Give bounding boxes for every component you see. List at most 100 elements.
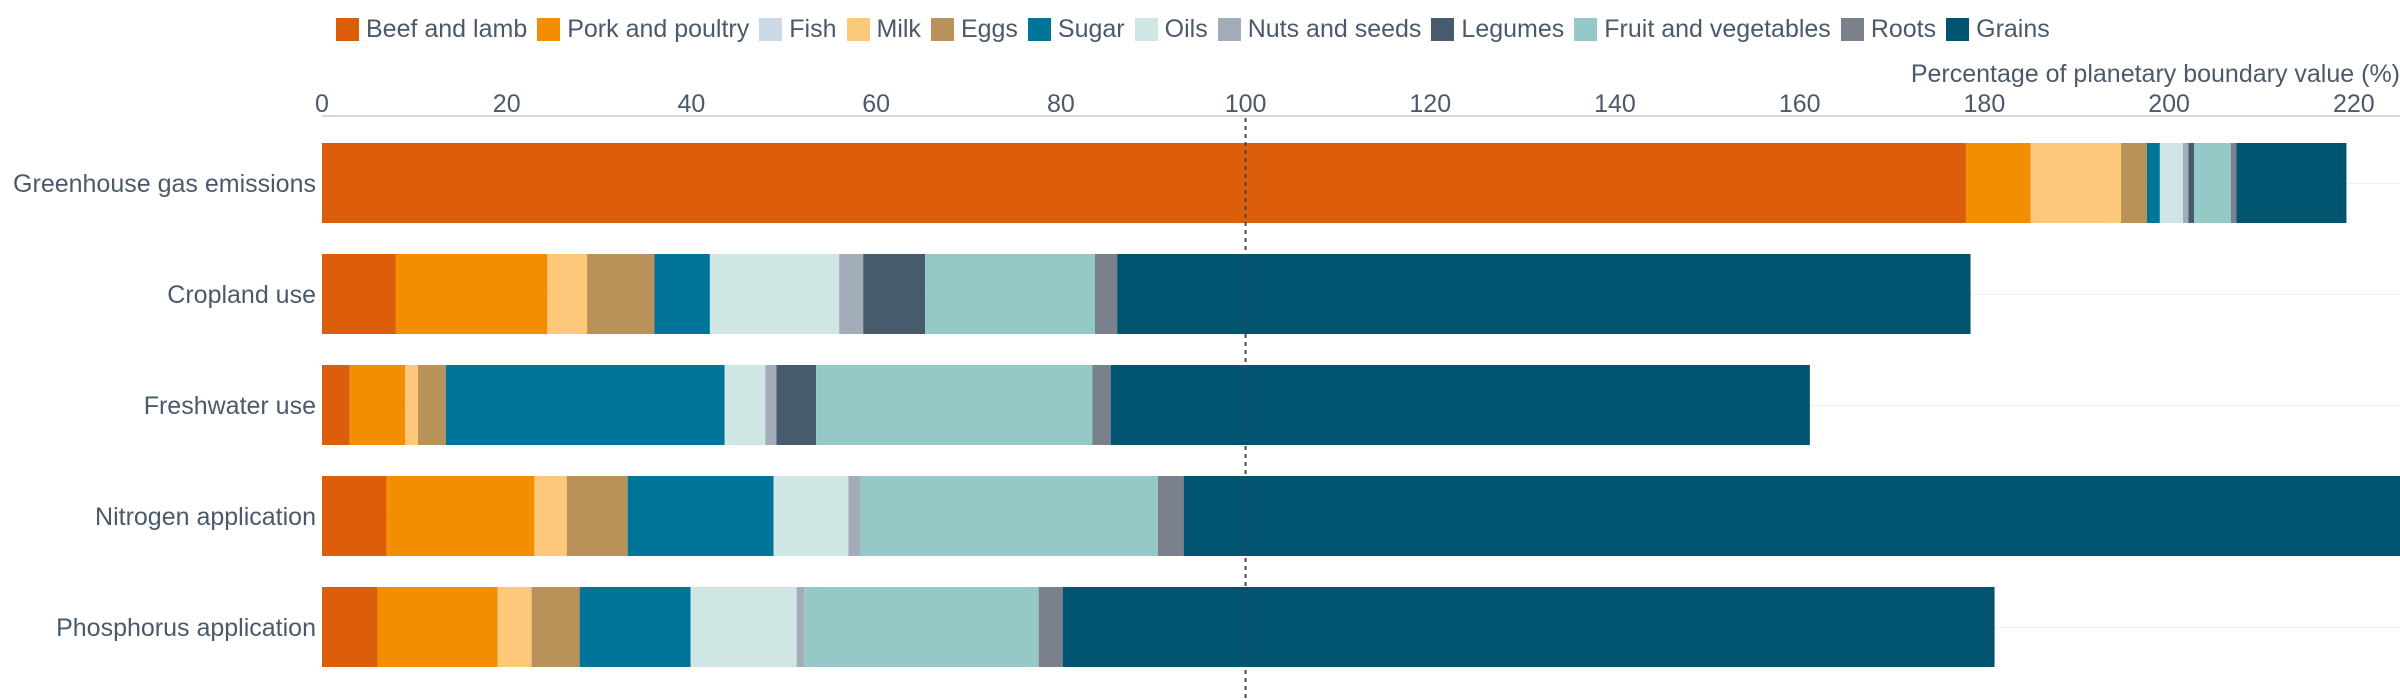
x-tick-label: 20 xyxy=(493,90,521,118)
bar-segment-beef-and-lamb xyxy=(322,476,387,556)
bar-segment-grains xyxy=(2236,143,2347,223)
legend-item-nuts-and-seeds: Nuts and seeds xyxy=(1217,14,1422,44)
category-label: Greenhouse gas emissions xyxy=(13,170,316,198)
x-tick-label: 40 xyxy=(678,90,706,118)
legend-item-legumes: Legumes xyxy=(1431,15,1564,44)
bar-segment-fruit-and-vegetables xyxy=(925,254,1096,334)
x-tick-label: 0 xyxy=(315,90,329,118)
legend-label: Legumes xyxy=(1461,14,1565,43)
legend-item-milk: Milk xyxy=(846,14,921,44)
legend-label: Fish xyxy=(789,14,837,43)
bar-segment-fruit-and-vegetables xyxy=(2194,143,2231,223)
legend-label: Grains xyxy=(1976,14,2050,43)
legend-item-eggs: Eggs xyxy=(930,14,1018,44)
legend-swatch xyxy=(537,17,561,41)
bar-segment-sugar xyxy=(654,254,710,334)
legend-label: Pork and poultry xyxy=(567,14,750,43)
bar-segment-eggs xyxy=(566,476,628,556)
bar-segment-roots xyxy=(1095,254,1118,334)
x-tick-label: 180 xyxy=(1964,90,2006,118)
category-label: Cropland use xyxy=(167,281,316,309)
bar-segment-fruit-and-vegetables xyxy=(816,365,1093,445)
legend-swatch xyxy=(1134,17,1158,41)
bar-segment-fruit-and-vegetables xyxy=(860,476,1158,556)
bar-segment-grains xyxy=(1117,254,1971,334)
legend-label: Oils xyxy=(1164,14,1208,43)
legend-label: Sugar xyxy=(1057,14,1125,43)
bar-segment-nuts-and-seeds xyxy=(848,476,861,556)
bar-segment-roots xyxy=(1092,365,1111,445)
bar-segment-pork-and-poultry xyxy=(349,365,406,445)
bar-segment-legumes xyxy=(863,254,926,334)
bar-segment-legumes xyxy=(776,365,817,445)
bar-segment-nuts-and-seeds xyxy=(839,254,864,334)
category-label: Nitrogen application xyxy=(95,503,316,531)
category-label: Freshwater use xyxy=(144,392,316,420)
legend-item-fruit-and-vegetables: Fruit and vegetables xyxy=(1574,15,1831,44)
bar-segment-roots xyxy=(1157,476,1184,556)
bar-segment-milk xyxy=(547,254,588,334)
legend-label: Nuts and seeds xyxy=(1247,14,1422,43)
legend-label: Milk xyxy=(876,14,921,43)
legend-item-grains: Grains xyxy=(1946,15,2050,44)
legend-item-fish: Fish xyxy=(759,14,837,44)
legend-label: Fruit and vegetables xyxy=(1604,14,1831,43)
bar-segment-pork-and-poultry xyxy=(377,587,498,667)
category-label: Phosphorus application xyxy=(56,614,316,642)
bar-segment-nuts-and-seeds xyxy=(2182,143,2189,223)
bar-segment-eggs xyxy=(531,587,580,667)
legend-label: Eggs xyxy=(960,14,1018,43)
chart-legend: Beef and lamb Pork and poultry Fish Milk Egg… xyxy=(336,12,2060,46)
bar-segment-oils xyxy=(709,254,840,334)
bar-segment-nuts-and-seeds xyxy=(765,365,777,445)
x-tick-label: 60 xyxy=(862,90,890,118)
legend-item-oils: Oils xyxy=(1134,14,1208,44)
bar-segment-milk xyxy=(2030,143,2122,223)
legend-swatch xyxy=(1217,17,1241,41)
legend-item-sugar: Sugar xyxy=(1027,14,1125,44)
legend-swatch xyxy=(1946,17,1970,41)
legend-item-pork-and-poultry: Pork and poultry xyxy=(537,15,749,44)
bar-segment-grains xyxy=(1062,587,1995,667)
legend-item-beef-and-lamb: Beef and lamb xyxy=(336,15,527,44)
bar-segment-eggs xyxy=(418,365,446,445)
x-tick-label: 100 xyxy=(1225,90,1267,118)
bar-segment-sugar xyxy=(627,476,774,556)
legend-swatch xyxy=(759,17,783,41)
bar-segment-fruit-and-vegetables xyxy=(804,587,1039,667)
x-tick-label: 200 xyxy=(2148,90,2190,118)
bar-segment-beef-and-lamb xyxy=(322,143,1966,223)
bar-segment-pork-and-poultry xyxy=(386,476,535,556)
bar-segment-milk xyxy=(405,365,419,445)
legend-swatch xyxy=(1027,17,1051,41)
legend-swatch xyxy=(336,17,359,41)
bar-segment-oils xyxy=(2159,143,2183,223)
bar-segment-oils xyxy=(724,365,766,445)
bar-segment-pork-and-poultry xyxy=(1965,143,2031,223)
legend-swatch xyxy=(846,17,870,41)
legend-label: Roots xyxy=(1870,14,1937,43)
bar-segment-beef-and-lamb xyxy=(322,587,378,667)
bar-segment-sugar xyxy=(445,365,725,445)
legend-swatch xyxy=(1431,17,1455,41)
bar-segment-eggs xyxy=(587,254,655,334)
bar-segment-beef-and-lamb xyxy=(322,365,350,445)
bar-segment-grains xyxy=(1110,365,1810,445)
x-axis-title: Percentage of planetary boundary value (… xyxy=(1910,60,2400,88)
legend-label: Beef and lamb xyxy=(366,14,528,43)
x-tick-label: 160 xyxy=(1779,90,1821,118)
bar-segment-milk xyxy=(534,476,567,556)
x-tick-label: 80 xyxy=(1047,90,1075,118)
bar-segment-nuts-and-seeds xyxy=(796,587,805,667)
bar-segment-oils xyxy=(773,476,849,556)
legend-swatch xyxy=(930,17,954,41)
bar-segment-grains xyxy=(1183,476,2400,556)
bar-segment-sugar xyxy=(579,587,691,667)
legend-swatch xyxy=(1574,17,1598,41)
x-tick-label: 220 xyxy=(2333,90,2375,118)
bar-segment-legumes xyxy=(2188,143,2195,223)
bar-segment-pork-and-poultry xyxy=(395,254,548,334)
bar-segment-beef-and-lamb xyxy=(322,254,396,334)
x-tick-label: 120 xyxy=(1409,90,1451,118)
